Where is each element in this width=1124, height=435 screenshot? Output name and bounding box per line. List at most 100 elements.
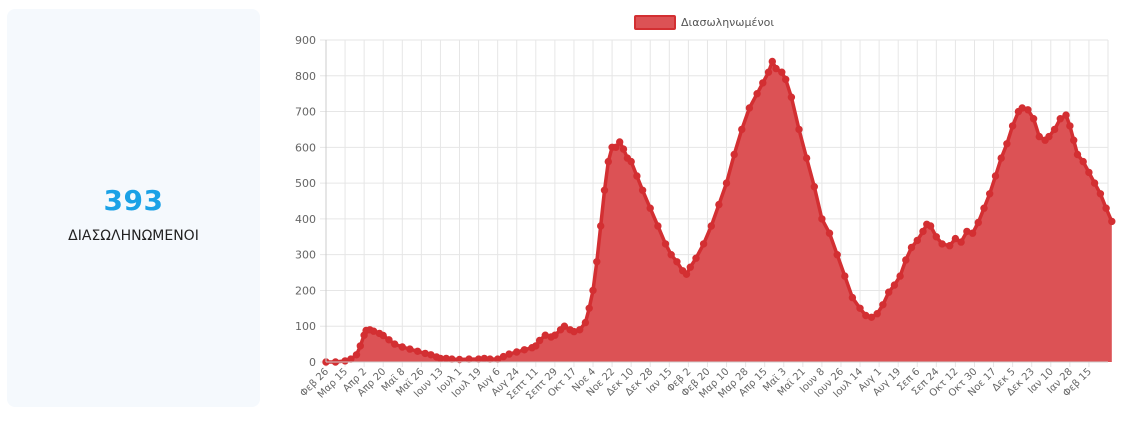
data-point	[902, 256, 910, 264]
data-point	[980, 204, 988, 212]
y-tick-label: 0	[309, 356, 316, 369]
data-point	[885, 288, 893, 296]
data-point	[738, 125, 746, 134]
intubated-area-chart: Διασωληνωμένοι 0 100 200 300 400 500 600 700 800…	[295, 15, 1116, 402]
data-point	[787, 93, 796, 101]
data-point	[455, 355, 464, 364]
data-point	[682, 270, 691, 278]
legend-label[interactable]: Διασωληνωμένοι	[681, 16, 774, 29]
series-area	[322, 57, 1116, 366]
data-point	[612, 143, 620, 152]
y-tick-label: 800	[295, 70, 316, 83]
data-point	[1024, 106, 1032, 114]
data-point	[654, 222, 662, 230]
data-point	[1085, 168, 1093, 177]
data-point	[867, 313, 876, 321]
data-point	[619, 145, 628, 153]
data-point	[968, 229, 977, 237]
data-point	[1090, 179, 1099, 187]
data-point	[707, 222, 715, 230]
data-point	[879, 301, 887, 309]
data-point	[627, 157, 635, 166]
data-point	[356, 342, 365, 350]
data-point	[661, 240, 670, 248]
data-point	[535, 336, 544, 345]
data-point	[1045, 132, 1053, 141]
data-point	[638, 186, 647, 195]
stat-card: 393 ΔΙΑΣΩΛΗΝΩΜΕΝΟΙ	[7, 9, 260, 407]
data-point	[667, 251, 675, 259]
legend-swatch[interactable]	[634, 15, 676, 30]
data-point	[1079, 157, 1087, 166]
data-point	[413, 347, 422, 355]
data-point	[1050, 125, 1059, 134]
data-point	[997, 154, 1005, 162]
data-point	[772, 64, 780, 73]
y-tick-label: 500	[295, 177, 316, 190]
data-point	[398, 343, 407, 351]
data-point	[932, 233, 940, 241]
data-point	[1008, 122, 1017, 130]
data-point	[560, 322, 569, 330]
data-point	[1003, 140, 1011, 148]
data-point	[616, 138, 624, 146]
data-point	[730, 150, 738, 159]
data-point	[585, 304, 593, 312]
data-point	[513, 348, 521, 356]
data-point	[633, 172, 641, 180]
data-point	[551, 331, 559, 339]
data-point	[991, 172, 1000, 180]
data-point	[391, 340, 399, 348]
data-point	[896, 272, 904, 280]
data-point	[347, 355, 355, 363]
data-point	[646, 204, 654, 212]
data-point	[974, 218, 982, 227]
data-point	[890, 281, 899, 289]
data-point	[532, 342, 540, 350]
data-point	[673, 258, 681, 266]
data-point	[764, 68, 773, 76]
data-point	[795, 125, 803, 134]
data-point	[589, 286, 597, 295]
data-point	[818, 215, 826, 223]
y-tick-label: 200	[295, 284, 316, 297]
data-point	[926, 222, 935, 230]
data-point	[406, 345, 414, 353]
data-point	[873, 310, 881, 318]
y-tick-label: 600	[295, 141, 316, 154]
chart-legend[interactable]: Διασωληνωμένοι	[634, 15, 774, 30]
stat-label: ΔΙΑΣΩΛΗΝΩΜΕΝΟΙ	[68, 228, 199, 244]
data-point	[576, 326, 584, 334]
data-point	[1070, 136, 1078, 144]
series-area-fill	[326, 61, 1112, 362]
data-point	[604, 157, 612, 166]
data-point	[1062, 111, 1070, 119]
data-point	[486, 355, 494, 363]
y-tick-label: 700	[295, 106, 316, 119]
data-point	[692, 254, 700, 262]
data-point	[841, 272, 849, 280]
chart-container: Διασωληνωμένοι 0 100 200 300 400 500 600 700 800…	[270, 0, 1120, 431]
data-point	[448, 355, 456, 363]
data-point	[957, 238, 965, 246]
data-point	[782, 75, 790, 84]
data-point	[938, 240, 946, 248]
data-point	[1035, 132, 1043, 141]
data-point	[379, 331, 387, 340]
data-point	[745, 104, 754, 112]
data-point	[505, 350, 513, 358]
data-point	[352, 351, 361, 359]
data-point	[946, 242, 954, 250]
data-point	[715, 200, 723, 209]
data-point	[722, 179, 731, 187]
y-tick-label: 300	[295, 249, 316, 262]
data-point	[856, 304, 864, 312]
data-point	[385, 336, 393, 344]
data-point	[686, 263, 694, 271]
data-point	[1056, 115, 1064, 123]
data-point	[825, 229, 834, 237]
data-point	[986, 190, 994, 198]
data-point	[951, 234, 960, 243]
data-point	[848, 293, 857, 302]
data-point	[597, 222, 605, 230]
